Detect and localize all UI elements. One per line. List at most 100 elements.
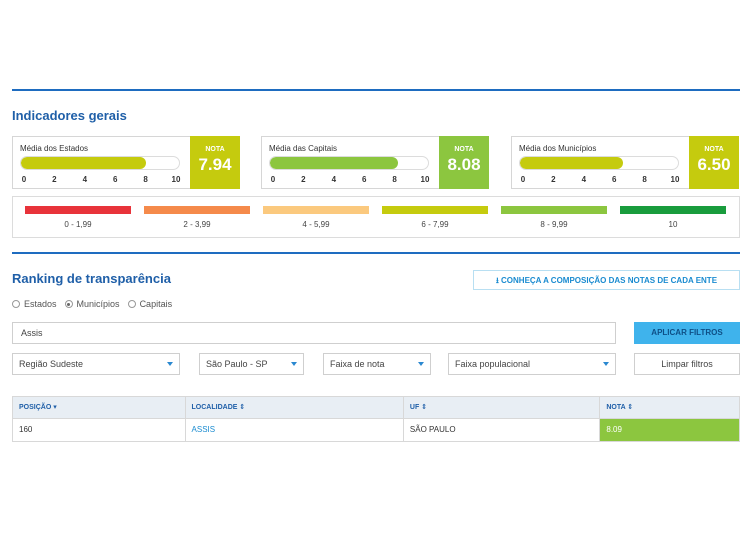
table-row: 160 ASSIS SÃO PAULO 8.09 xyxy=(13,419,739,441)
nota-box: NOTA 7.94 xyxy=(190,136,240,189)
progress-fill xyxy=(520,157,623,169)
progress-bar xyxy=(269,156,429,170)
card-municipalities: Média dos Municípios 0 2 4 6 8 10 NOTA 6.50 xyxy=(511,136,739,189)
legend-swatch xyxy=(144,206,250,214)
cell-nota: 8.09 xyxy=(599,419,739,441)
tick-label: 2 xyxy=(301,175,306,184)
tick-label: 4 xyxy=(331,175,337,184)
nota-box: NOTA 8.08 xyxy=(439,136,489,189)
header-label: NOTA xyxy=(606,404,626,411)
score-legend: 0 - 1,99 2 - 3,99 4 - 5,99 6 - 7,99 8 - … xyxy=(12,196,740,238)
legend-label: 0 - 1,99 xyxy=(64,220,92,229)
sort-icon: ⇕ xyxy=(421,404,428,411)
progress-fill xyxy=(270,157,398,169)
region-select[interactable]: Região Sudeste xyxy=(12,353,180,375)
progress-fill xyxy=(21,157,147,169)
nota-label: NOTA xyxy=(454,146,474,153)
cell-posicao: 160 xyxy=(19,425,33,434)
legend-item: 10 xyxy=(620,206,726,229)
card-states: Média dos Estados 0 2 4 6 8 10 NOTA 7.94 xyxy=(12,136,240,189)
legend-label: 8 - 9,99 xyxy=(540,220,568,229)
legend-swatch xyxy=(263,206,369,214)
nota-value: 7.94 xyxy=(198,155,232,174)
entity-type-radios: Estados Municípios Capitais xyxy=(12,299,172,309)
indicators-title: Indicadores gerais xyxy=(12,108,127,123)
card-label: Média dos Municípios xyxy=(519,144,597,153)
top-rule xyxy=(12,89,740,91)
radio-label: Municípios xyxy=(76,299,120,309)
tick-label: 0 xyxy=(520,175,526,184)
tick-label: 2 xyxy=(551,175,556,184)
legend-label: 6 - 7,99 xyxy=(421,220,449,229)
nota-label: NOTA xyxy=(704,146,724,153)
tick-label: 0 xyxy=(270,175,276,184)
search-input[interactable]: Assis xyxy=(12,322,616,344)
radio-label: Capitais xyxy=(139,299,173,309)
chevron-down-icon xyxy=(291,362,297,366)
sort-icon: ⇕ xyxy=(239,404,246,411)
legend-label: 10 xyxy=(668,220,678,229)
tick-label: 10 xyxy=(420,175,430,184)
tick-label: 8 xyxy=(143,175,148,184)
tick-row: 0 2 4 6 8 10 xyxy=(20,175,181,187)
tick-label: 4 xyxy=(82,175,88,184)
cell-localidade-link[interactable]: ASSIS xyxy=(184,419,403,441)
legend-swatch xyxy=(620,206,726,214)
progress-bar xyxy=(20,156,180,170)
legend-swatch xyxy=(25,206,131,214)
state-select[interactable]: São Paulo - SP xyxy=(199,353,304,375)
tick-label: 6 xyxy=(361,175,367,184)
nota-value: 6.50 xyxy=(697,155,731,174)
tick-label: 6 xyxy=(112,175,118,184)
legend-item: 4 - 5,99 xyxy=(263,206,369,229)
card-label: Média dos Estados xyxy=(20,144,89,153)
composition-link-label: CONHEÇA A COMPOSIÇÃO DAS NOTAS DE CADA E… xyxy=(501,276,718,285)
tick-label: 4 xyxy=(581,175,587,184)
card-label: Média das Capitais xyxy=(269,144,338,153)
header-posicao[interactable]: POSIÇÃO ▾ xyxy=(13,397,185,418)
sort-down-icon: ▾ xyxy=(53,404,57,411)
score-range-select[interactable]: Faixa de nota xyxy=(323,353,431,375)
nota-label: NOTA xyxy=(205,146,225,153)
select-value: Faixa populacional xyxy=(455,359,531,369)
header-label: POSIÇÃO xyxy=(19,404,52,411)
nota-box: NOTA 6.50 xyxy=(689,136,739,189)
population-range-select[interactable]: Faixa populacional xyxy=(448,353,616,375)
tick-label: 8 xyxy=(392,175,397,184)
legend-label: 2 - 3,99 xyxy=(183,220,211,229)
radio-capitais[interactable]: Capitais xyxy=(127,299,173,309)
legend-item: 8 - 9,99 xyxy=(501,206,607,229)
chevron-down-icon xyxy=(418,362,424,366)
middle-rule xyxy=(12,252,740,254)
ranking-title: Ranking de transparência xyxy=(12,271,171,286)
legend-label: 4 - 5,99 xyxy=(302,220,330,229)
tick-label: 10 xyxy=(171,175,181,184)
nota-value: 8.08 xyxy=(447,155,481,174)
tick-row: 0 2 4 6 8 10 xyxy=(519,175,680,187)
header-label: UF xyxy=(409,404,420,411)
tick-label: 6 xyxy=(611,175,617,184)
header-uf[interactable]: UF ⇕ xyxy=(402,397,599,418)
header-localidade[interactable]: LOCALIDADE ⇕ xyxy=(184,397,403,418)
tick-row: 0 2 4 6 8 10 xyxy=(269,175,430,187)
tick-label: 2 xyxy=(52,175,57,184)
apply-filters-button[interactable]: APLICAR FILTROS xyxy=(634,322,740,344)
radio-indicator xyxy=(64,300,73,308)
ranking-table: POSIÇÃO ▾ LOCALIDADE ⇕ UF ⇕ NOTA ⇕ 160 A… xyxy=(12,396,740,442)
legend-item: 6 - 7,99 xyxy=(382,206,488,229)
legend-swatch xyxy=(382,206,488,214)
radio-estados[interactable]: Estados xyxy=(12,299,57,309)
radio-municipios[interactable]: Municípios xyxy=(64,299,120,309)
header-nota[interactable]: NOTA ⇕ xyxy=(599,397,739,418)
table-header-row: POSIÇÃO ▾ LOCALIDADE ⇕ UF ⇕ NOTA ⇕ xyxy=(13,397,739,419)
radio-label: Estados xyxy=(24,299,57,309)
composition-link-button[interactable]: ⭳ CONHEÇA A COMPOSIÇÃO DAS NOTAS DE CADA… xyxy=(473,270,740,290)
legend-swatch xyxy=(501,206,607,214)
download-icon: ⭳ xyxy=(495,276,499,285)
progress-bar xyxy=(519,156,679,170)
legend-item: 0 - 1,99 xyxy=(25,206,131,229)
chevron-down-icon xyxy=(603,362,609,366)
header-label: LOCALIDADE xyxy=(191,404,238,411)
clear-filters-button[interactable]: Limpar filtros xyxy=(634,353,740,375)
legend-item: 2 - 3,99 xyxy=(144,206,250,229)
